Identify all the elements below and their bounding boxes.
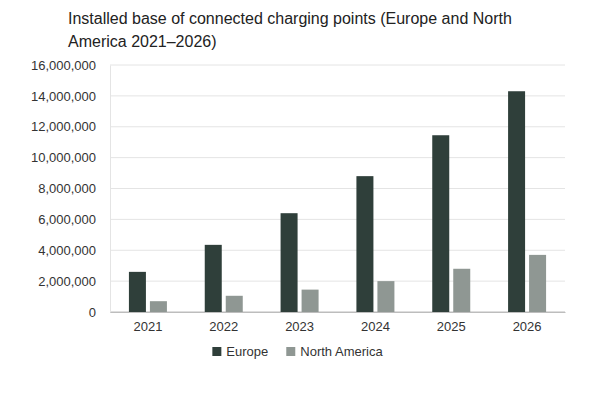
y-tick: 10,000,000 (31, 150, 110, 165)
bar (453, 269, 470, 312)
grid-line (110, 281, 565, 282)
bar (302, 290, 319, 312)
x-tick-label: 2026 (513, 319, 542, 334)
bar (281, 213, 298, 312)
x-axis-line (111, 312, 566, 313)
legend-item: North America (286, 344, 383, 359)
title: Installed base of connected charging poi… (68, 10, 512, 50)
y-tick-label: 0 (89, 305, 96, 320)
y-tick: 4,000,000 (38, 243, 110, 258)
grid-line (110, 157, 565, 158)
x-tick: 2024 (361, 312, 390, 334)
x-tick-label: 2024 (361, 319, 390, 334)
legend-swatch (286, 347, 295, 356)
x-tick: 2022 (209, 312, 238, 334)
grid-line (110, 219, 565, 220)
bar (529, 255, 546, 312)
x-tick: 2025 (437, 312, 466, 334)
legend-label: Europe (226, 344, 268, 359)
bars (129, 91, 546, 312)
x-tick-label: 2022 (209, 319, 238, 334)
y-axis-line (110, 66, 111, 313)
y-tick: 14,000,000 (31, 89, 110, 104)
x-tick: 2021 (133, 312, 162, 334)
grid-line (110, 95, 565, 96)
grid-line (110, 126, 565, 127)
bar (508, 91, 525, 312)
chart: Installed base of connected charging poi… (0, 0, 600, 398)
y-tick: 0 (89, 305, 110, 320)
x-tick: 2026 (513, 312, 542, 334)
bar (226, 296, 243, 312)
y-axis: 0 2,000,000 4,000,000 6,000,000 8,000,000 10,… (31, 58, 111, 320)
y-tick: 12,000,000 (31, 119, 110, 134)
title-line: America 2021–2026) (68, 33, 217, 50)
y-tick: 2,000,000 (38, 274, 110, 289)
legend-swatch (212, 347, 221, 356)
bar (150, 301, 167, 312)
x-tick-label: 2025 (437, 319, 466, 334)
grid-line (110, 250, 565, 251)
y-tick: 16,000,000 (31, 58, 110, 73)
legend: Europe North America (212, 344, 383, 359)
y-tick-label: 6,000,000 (38, 212, 96, 227)
y-tick: 8,000,000 (38, 181, 110, 196)
bar (432, 135, 449, 312)
y-tick: 6,000,000 (38, 212, 110, 227)
grid-line (110, 188, 565, 189)
y-tick-label: 14,000,000 (31, 89, 96, 104)
x-tick: 2023 (285, 312, 314, 334)
bar (205, 245, 222, 312)
y-tick-label: 16,000,000 (31, 58, 96, 73)
y-tick-label: 10,000,000 (31, 150, 96, 165)
legend-label: North America (300, 344, 383, 359)
grid-line (110, 312, 565, 313)
y-tick-label: 12,000,000 (31, 119, 96, 134)
x-axis: 2021 2022 2023 2024 2025 2026 (111, 312, 566, 334)
bar (356, 176, 373, 312)
title-line: Installed base of connected charging poi… (68, 10, 512, 27)
bar (129, 272, 146, 312)
legend-item: Europe (212, 344, 268, 359)
x-tick-label: 2021 (133, 319, 162, 334)
bar (377, 281, 394, 312)
y-tick-label: 8,000,000 (38, 181, 96, 196)
grid (110, 65, 565, 312)
grid-line (110, 65, 565, 66)
x-tick-label: 2023 (285, 319, 314, 334)
y-tick-label: 2,000,000 (38, 274, 96, 289)
y-tick-label: 4,000,000 (38, 243, 96, 258)
